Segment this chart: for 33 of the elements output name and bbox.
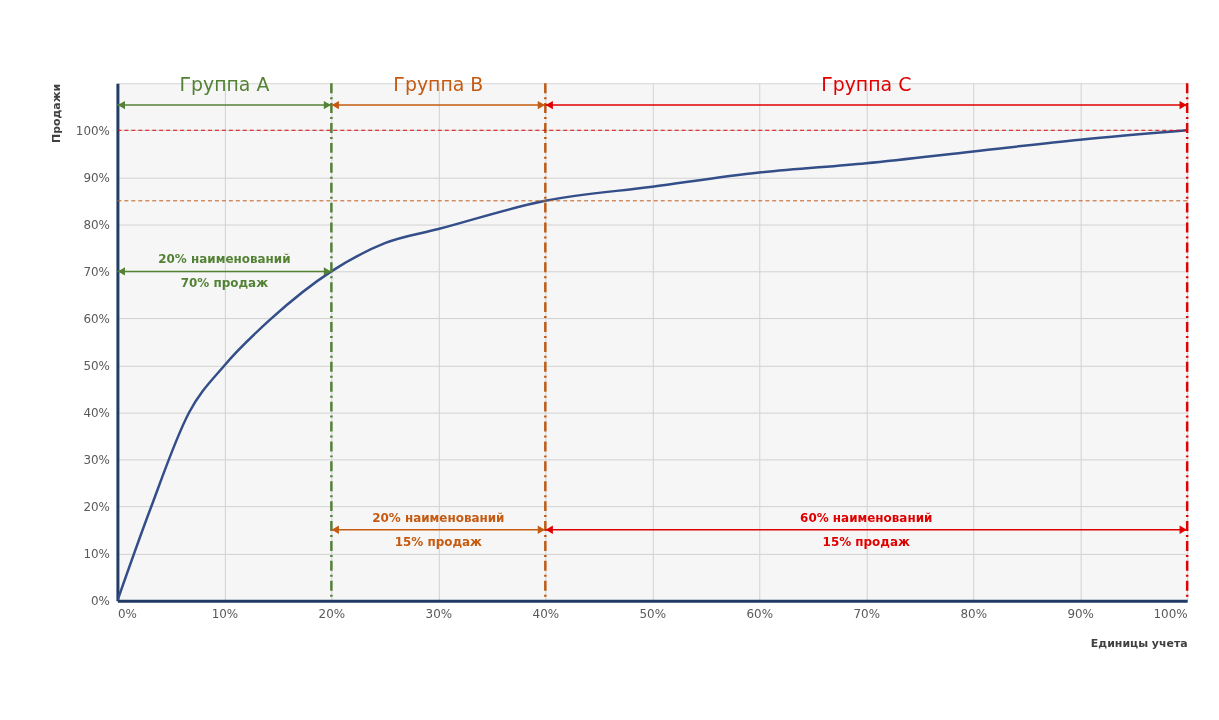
y-tick-label: 80% <box>83 217 110 232</box>
y-tick-label: 20% <box>83 500 110 515</box>
band-label: Группа A <box>179 73 270 96</box>
x-tick-label: 90% <box>1067 607 1094 622</box>
annotation: 15% продаж <box>822 534 910 549</box>
x-tick-label: 10% <box>211 607 239 622</box>
y-tick-label: 90% <box>83 170 110 185</box>
band-label: Группа C <box>821 73 912 96</box>
annotation: 20% наименований <box>158 252 291 267</box>
y-tick-label: 100% <box>75 123 110 138</box>
y-tick-label: 40% <box>83 405 110 420</box>
x-tick-label: 70% <box>853 607 881 622</box>
x-tick-label: 40% <box>532 607 560 622</box>
x-tick-label: 20% <box>318 607 346 622</box>
x-tick-label: 30% <box>425 607 453 622</box>
x-tick-label: 80% <box>960 607 987 622</box>
x-tick-label: 100% <box>1153 607 1188 622</box>
y-axis-title: Продажи <box>49 83 63 143</box>
annotation: 60% наименований <box>800 510 933 525</box>
y-tick-label: 10% <box>83 547 110 562</box>
band-label: Группа B <box>393 73 484 96</box>
annotation: 70% продаж <box>180 276 269 291</box>
y-tick-label: 30% <box>83 453 110 468</box>
annotation: 20% наименований <box>372 510 505 525</box>
x-axis-title: Единицы учета <box>1090 636 1188 650</box>
x-tick-label: 0% <box>117 607 137 622</box>
y-tick-label: 50% <box>83 358 110 373</box>
annotation: 15% продаж <box>394 534 483 549</box>
x-tick-label: 60% <box>746 607 774 622</box>
y-tick-label: 60% <box>83 311 110 326</box>
x-tick-label: 50% <box>639 607 667 622</box>
y-tick-label: 0% <box>91 594 110 609</box>
y-tick-label: 70% <box>83 264 110 279</box>
